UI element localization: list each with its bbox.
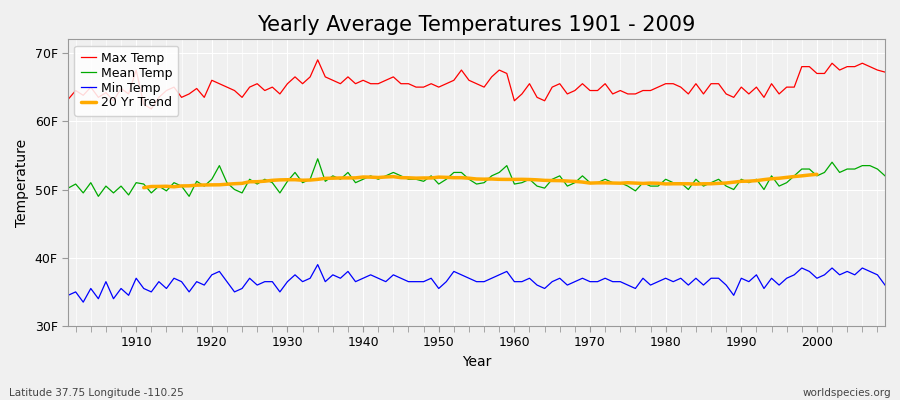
Text: worldspecies.org: worldspecies.org <box>803 388 891 398</box>
20 Yr Trend <box>781 175 792 180</box>
Min Temp <box>879 283 890 288</box>
Max Temp <box>146 106 157 111</box>
20 Yr Trend <box>698 181 709 186</box>
Mean Temp <box>130 180 141 185</box>
20 Yr Trend <box>713 181 724 186</box>
Min Temp <box>63 293 74 298</box>
Mean Temp <box>517 180 527 185</box>
X-axis label: Year: Year <box>462 355 491 369</box>
Min Temp <box>312 262 323 267</box>
Min Temp <box>297 279 308 284</box>
Text: Latitude 37.75 Longitude -110.25: Latitude 37.75 Longitude -110.25 <box>9 388 184 398</box>
20 Yr Trend <box>812 172 823 177</box>
Line: Max Temp: Max Temp <box>68 60 885 109</box>
Line: Min Temp: Min Temp <box>68 264 885 302</box>
Y-axis label: Temperature: Temperature <box>15 139 29 227</box>
Min Temp <box>524 276 535 281</box>
20 Yr Trend <box>230 181 240 186</box>
Mean Temp <box>524 177 535 182</box>
Mean Temp <box>350 180 361 185</box>
Line: 20 Yr Trend: 20 Yr Trend <box>144 174 817 188</box>
Mean Temp <box>615 180 626 185</box>
Max Temp <box>524 81 535 86</box>
Mean Temp <box>93 194 104 199</box>
Legend: Max Temp, Mean Temp, Min Temp, 20 Yr Trend: Max Temp, Mean Temp, Min Temp, 20 Yr Tre… <box>75 46 178 116</box>
Max Temp <box>297 81 308 86</box>
Max Temp <box>615 88 626 93</box>
20 Yr Trend <box>343 176 354 180</box>
Min Temp <box>130 276 141 281</box>
Max Temp <box>123 92 134 96</box>
Title: Yearly Average Temperatures 1901 - 2009: Yearly Average Temperatures 1901 - 2009 <box>257 15 696 35</box>
Max Temp <box>350 81 361 86</box>
Mean Temp <box>297 180 308 185</box>
Line: Mean Temp: Mean Temp <box>68 159 885 196</box>
Mean Temp <box>879 174 890 178</box>
Max Temp <box>879 70 890 74</box>
Max Temp <box>517 92 527 96</box>
Max Temp <box>312 58 323 62</box>
Min Temp <box>615 279 626 284</box>
Min Temp <box>350 279 361 284</box>
Min Temp <box>517 279 527 284</box>
Mean Temp <box>312 156 323 161</box>
20 Yr Trend <box>139 185 149 190</box>
20 Yr Trend <box>608 181 618 186</box>
Min Temp <box>77 300 88 304</box>
Mean Temp <box>63 186 74 190</box>
Max Temp <box>63 97 74 102</box>
